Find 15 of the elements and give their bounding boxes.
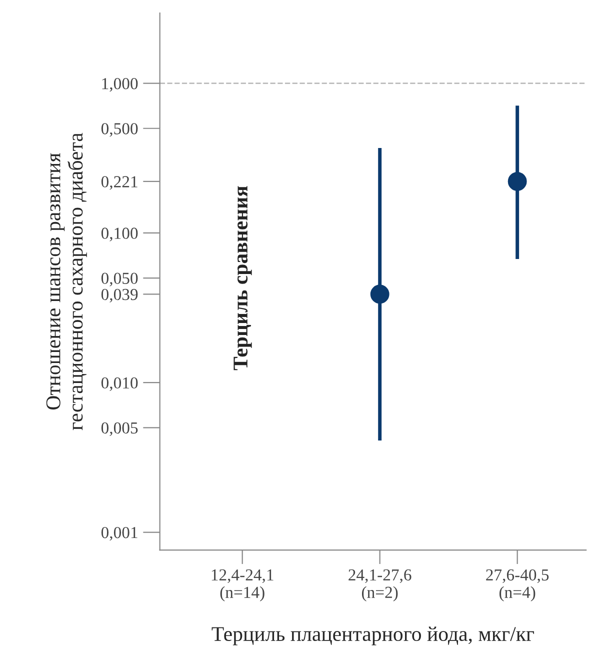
- y-tick-label: 0,050: [101, 272, 138, 286]
- x-tick-label: 27,6-40,5 (n=4): [486, 569, 549, 602]
- y-tick-label: 0,001: [101, 526, 138, 541]
- y-tick-label: 0,500: [101, 123, 138, 137]
- y-tick-label: 0,039: [101, 288, 138, 303]
- y-tick-label: 0,100: [101, 228, 138, 242]
- x-tick-label: 12,4-24,1 (n=14): [212, 569, 274, 602]
- y-tick-label: 0,221: [101, 176, 138, 190]
- x-axis-title: Терциль плацентарного йода, мкг/кг: [212, 626, 534, 646]
- x-tick-label: 24,1-27,6 (n=2): [348, 569, 412, 602]
- annotation: Терциль сравнения: [234, 186, 252, 370]
- y-tick-label: 0,005: [101, 422, 138, 436]
- y-tick-label: 0,010: [101, 377, 138, 391]
- y-axis-title: Отношение шансов развития гестационного сахарного диабета: [46, 132, 87, 430]
- y-tick-label: 1,000: [102, 78, 138, 92]
